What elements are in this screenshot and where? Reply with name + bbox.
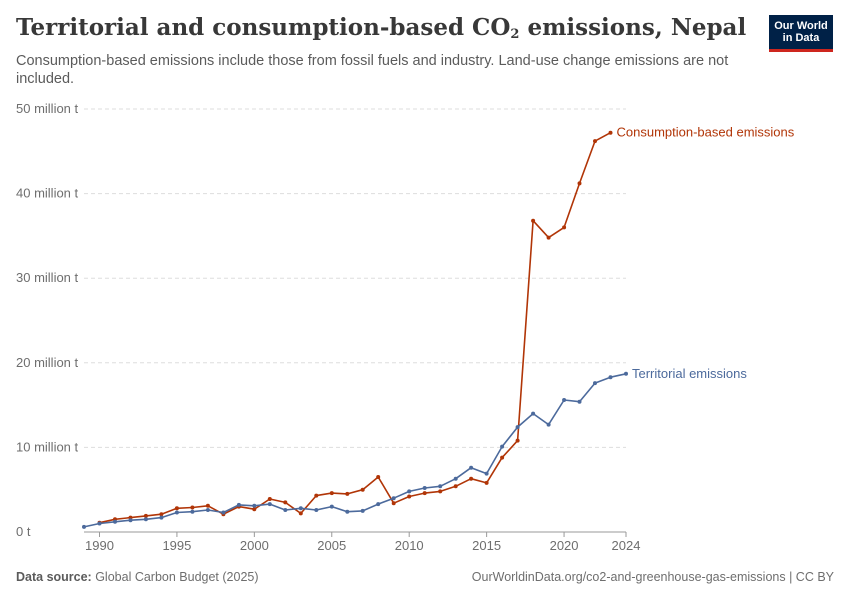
data-point bbox=[453, 484, 458, 489]
data-point bbox=[190, 509, 195, 514]
data-point bbox=[221, 510, 226, 515]
data-point bbox=[562, 398, 567, 402]
data-point bbox=[97, 521, 102, 526]
data-point bbox=[267, 497, 272, 501]
y-tick-label: 50 million t bbox=[16, 101, 79, 116]
data-point bbox=[515, 425, 520, 430]
data-point bbox=[593, 381, 597, 386]
logo-line-1: Our World bbox=[774, 20, 828, 32]
y-tick-label: 30 million t bbox=[16, 270, 79, 285]
data-point bbox=[360, 487, 365, 492]
data-point bbox=[376, 502, 381, 507]
data-point bbox=[515, 438, 520, 443]
logo-line-2: in Data bbox=[782, 32, 820, 44]
data-point bbox=[438, 489, 443, 494]
data-source: Data source: Global Carbon Budget (2025) bbox=[16, 570, 259, 584]
data-point bbox=[159, 515, 164, 520]
title-text: Territorial and consumption-based CO bbox=[16, 14, 511, 41]
data-point bbox=[422, 486, 427, 490]
data-point bbox=[593, 139, 597, 144]
data-point bbox=[407, 494, 412, 499]
series-line bbox=[83, 373, 627, 528]
data-point bbox=[577, 399, 582, 404]
data-point bbox=[577, 181, 582, 186]
data-point bbox=[624, 371, 628, 376]
series-label: Territorial emissions bbox=[632, 366, 747, 381]
data-point bbox=[500, 455, 505, 460]
title-subscript: 2 bbox=[510, 27, 520, 42]
data-point bbox=[469, 476, 474, 481]
data-point bbox=[174, 506, 179, 511]
data-point bbox=[531, 218, 536, 223]
data-point bbox=[283, 508, 288, 512]
data-point bbox=[113, 519, 117, 524]
data-point bbox=[453, 476, 458, 481]
data-point bbox=[298, 506, 303, 511]
data-point bbox=[82, 524, 86, 529]
data-point bbox=[314, 508, 319, 512]
y-tick-label: 10 million t bbox=[16, 439, 79, 454]
y-tick-label: 0 t bbox=[16, 524, 31, 539]
data-point bbox=[174, 510, 179, 515]
data-point bbox=[484, 471, 489, 476]
data-point bbox=[546, 422, 551, 427]
data-point bbox=[562, 225, 567, 230]
data-point bbox=[391, 496, 396, 501]
source-url[interactable]: OurWorldinData.org/co2-and-greenhouse-ga… bbox=[471, 570, 834, 584]
chart-title: Territorial and consumption-based CO2 em… bbox=[16, 14, 746, 42]
series-line bbox=[99, 131, 611, 524]
title-tail: emissions, Nepal bbox=[519, 14, 747, 41]
data-point bbox=[546, 235, 551, 240]
data-point bbox=[469, 465, 474, 470]
data-point bbox=[438, 484, 443, 489]
data-source-label: Data source: bbox=[16, 570, 92, 584]
y-tick-label: 40 million t bbox=[16, 186, 79, 201]
data-point bbox=[360, 508, 365, 513]
y-tick-label: 20 million t bbox=[16, 355, 79, 370]
data-point bbox=[500, 444, 505, 449]
owid-logo[interactable]: Our World in Data bbox=[769, 15, 833, 52]
x-tick-label: 1995 bbox=[162, 538, 191, 553]
data-point bbox=[143, 513, 148, 518]
x-tick-label: 2015 bbox=[472, 538, 501, 553]
data-point bbox=[252, 503, 257, 508]
data-point bbox=[391, 501, 396, 506]
series-label: Consumption-based emissions bbox=[617, 125, 795, 140]
data-point bbox=[128, 518, 133, 523]
data-point bbox=[314, 493, 319, 498]
data-point bbox=[236, 502, 241, 507]
data-point bbox=[484, 480, 489, 485]
data-point bbox=[329, 504, 334, 509]
data-point bbox=[283, 500, 288, 505]
data-point bbox=[205, 503, 210, 508]
chart-subtitle: Consumption-based emissions include thos… bbox=[16, 53, 729, 87]
x-tick-label: 1990 bbox=[85, 538, 114, 553]
data-point bbox=[190, 505, 195, 510]
x-tick-label: 2005 bbox=[317, 538, 346, 553]
x-tick-label: 2010 bbox=[395, 538, 424, 553]
data-point bbox=[298, 511, 303, 516]
data-point bbox=[608, 375, 613, 380]
data-point bbox=[376, 475, 381, 479]
data-point bbox=[205, 508, 210, 512]
data-point bbox=[329, 491, 334, 496]
data-point bbox=[345, 491, 350, 496]
data-point bbox=[267, 502, 272, 507]
x-tick-label: 2024 bbox=[612, 538, 641, 553]
data-point bbox=[422, 491, 427, 496]
data-point bbox=[159, 512, 164, 517]
data-source-link[interactable]: Global Carbon Budget (2025) bbox=[91, 570, 259, 584]
data-point bbox=[608, 130, 613, 135]
data-point bbox=[407, 489, 412, 494]
data-point bbox=[252, 507, 257, 512]
x-tick-label: 2000 bbox=[240, 538, 269, 553]
data-point bbox=[345, 509, 350, 514]
data-point bbox=[531, 411, 536, 416]
x-tick-label: 2020 bbox=[550, 538, 579, 553]
data-point bbox=[143, 517, 148, 522]
